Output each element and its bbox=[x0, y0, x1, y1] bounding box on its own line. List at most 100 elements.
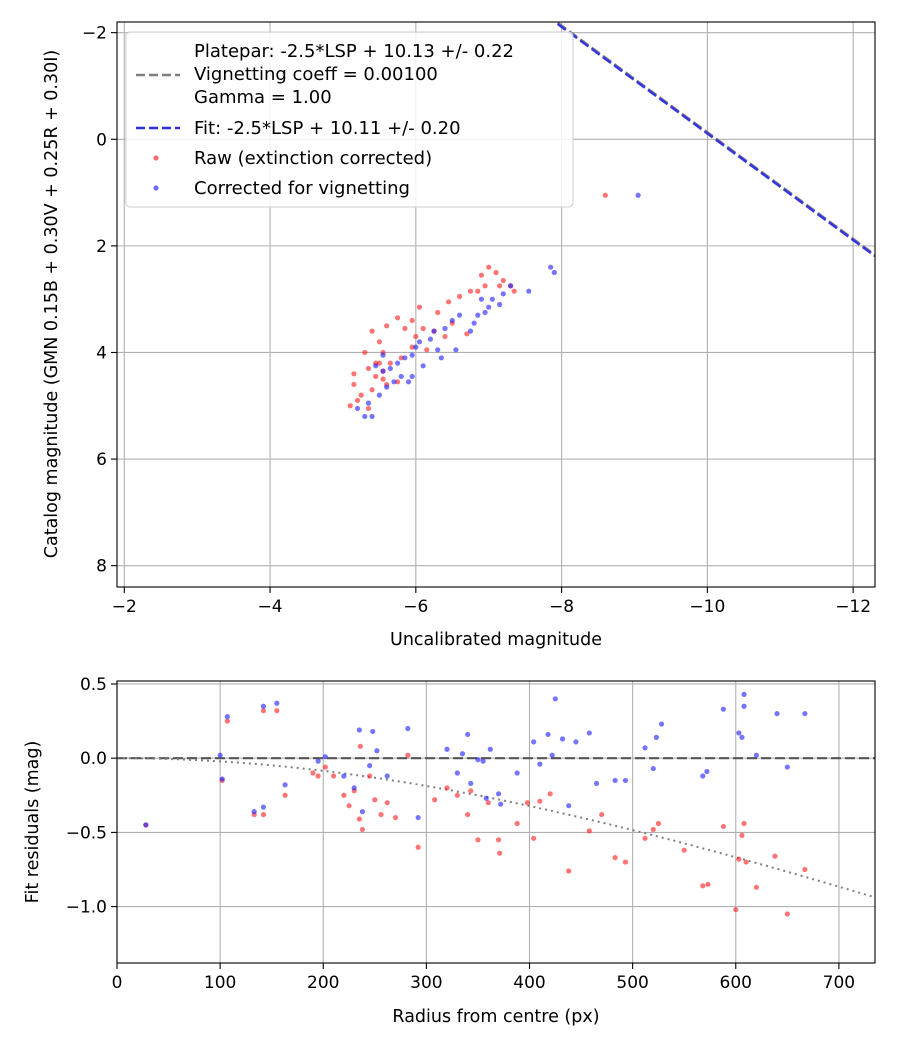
top-point-series-0 bbox=[369, 387, 375, 393]
bottom-point-series-1 bbox=[495, 791, 502, 797]
top-point-series-1 bbox=[384, 384, 390, 390]
top-plot-frame bbox=[116, 21, 876, 588]
top-point-series-0 bbox=[467, 288, 474, 294]
bottom-point-series-0 bbox=[378, 811, 384, 818]
bottom-point-series-0 bbox=[741, 820, 747, 827]
bottom-point-series-1 bbox=[498, 801, 504, 807]
top-point-series-0 bbox=[402, 325, 408, 332]
bottom-plot-frame bbox=[116, 680, 876, 964]
bottom-point-series-1 bbox=[282, 782, 288, 788]
bottom-y-tick-label: 0.5 bbox=[80, 675, 107, 695]
bottom-point-series-0 bbox=[586, 828, 592, 834]
top-y-tick-label: 4 bbox=[96, 343, 107, 363]
bottom-point-series-1 bbox=[274, 700, 280, 706]
top-legend: Platepar: -2.5*LSP + 10.13 +/- 0.22 Vign… bbox=[125, 31, 574, 208]
top-point-series-0 bbox=[351, 371, 357, 377]
top-point-series-0 bbox=[409, 317, 415, 324]
top-point-series-0 bbox=[493, 269, 499, 276]
bottom-point-series-0 bbox=[392, 814, 399, 821]
top-y-tick-label: −2 bbox=[82, 24, 107, 44]
top-point-series-0 bbox=[486, 264, 492, 270]
bottom-point-series-1 bbox=[653, 734, 659, 741]
bottom-point-series-1 bbox=[459, 751, 466, 757]
top-point-series-1 bbox=[471, 320, 477, 326]
bottom-x-tick-label: 600 bbox=[720, 973, 752, 993]
top-point-series-0 bbox=[369, 328, 375, 334]
bottom-point-series-0 bbox=[743, 859, 749, 865]
bottom-point-series-0 bbox=[330, 773, 337, 779]
bottom-point-series-1 bbox=[700, 773, 706, 779]
top-point-series-0 bbox=[380, 376, 386, 382]
bottom-point-series-1 bbox=[566, 803, 572, 809]
bottom-point-series-0 bbox=[514, 820, 520, 827]
top-point-series-1 bbox=[500, 291, 506, 297]
bottom-point-series-1 bbox=[586, 730, 592, 736]
bottom-point-series-0 bbox=[485, 800, 491, 806]
bottom-point-series-0 bbox=[622, 859, 629, 865]
bottom-point-series-1 bbox=[356, 727, 362, 733]
bottom-point-series-1 bbox=[552, 696, 558, 702]
bottom-point-series-1 bbox=[322, 754, 328, 760]
top-point-series-1 bbox=[409, 373, 415, 380]
bottom-point-series-1 bbox=[573, 739, 579, 745]
top-point-series-0 bbox=[456, 293, 463, 300]
bottom-point-series-1 bbox=[741, 703, 747, 709]
bottom-point-series-0 bbox=[739, 832, 745, 838]
top-y-axis-label: Catalog magnitude (GMN 0.15B + 0.30V + 0… bbox=[42, 50, 62, 558]
bottom-point-series-0 bbox=[282, 792, 288, 798]
bottom-point-series-0 bbox=[524, 800, 531, 806]
bottom-point-series-1 bbox=[531, 739, 537, 745]
top-point-series-1 bbox=[395, 360, 401, 366]
top-point-series-1 bbox=[391, 379, 397, 385]
top-point-series-0 bbox=[500, 277, 506, 284]
top-point-series-1 bbox=[475, 312, 481, 318]
bottom-lines bbox=[117, 757, 875, 899]
bottom-point-series-1 bbox=[622, 777, 629, 784]
top-point-series-1 bbox=[362, 413, 368, 420]
bottom-point-series-1 bbox=[217, 752, 223, 758]
bottom-point-series-1 bbox=[612, 777, 618, 784]
top-point-series-1 bbox=[438, 355, 444, 361]
bottom-point-series-1 bbox=[774, 711, 780, 717]
bottom-point-series-0 bbox=[322, 764, 328, 770]
top-point-series-1 bbox=[507, 283, 514, 289]
bottom-point-series-1 bbox=[545, 731, 551, 738]
top-y-ticks: −2 0 2 4 6 8 bbox=[82, 24, 117, 577]
bottom-point-series-1 bbox=[219, 776, 225, 782]
bottom-point-series-1 bbox=[260, 804, 267, 810]
bottom-point-series-0 bbox=[700, 883, 706, 889]
bottom-point-series-0 bbox=[415, 844, 421, 850]
bottom-point-series-1 bbox=[351, 785, 357, 791]
top-point-series-1 bbox=[435, 347, 441, 353]
bottom-x-ticks: 0 100 200 300 400 500 600 700 bbox=[112, 963, 855, 993]
bottom-point-series-1 bbox=[658, 721, 665, 727]
bottom-point-series-0 bbox=[341, 792, 347, 798]
bottom-point-series-0 bbox=[357, 743, 363, 749]
top-point-series-0 bbox=[409, 344, 415, 350]
bottom-point-series-1 bbox=[784, 764, 790, 770]
top-x-tick-label: −12 bbox=[835, 597, 871, 617]
bottom-point-series-0 bbox=[531, 835, 537, 841]
top-point-series-0 bbox=[347, 403, 353, 409]
top-point-series-0 bbox=[482, 283, 488, 289]
bottom-point-series-1 bbox=[475, 757, 481, 763]
bottom-point-series-1 bbox=[642, 745, 648, 751]
bottom-point-series-1 bbox=[650, 765, 656, 772]
top-point-series-0 bbox=[475, 288, 481, 294]
top-point-series-0 bbox=[376, 360, 382, 366]
top-y-tick-label: 6 bbox=[96, 450, 107, 470]
top-point-series-1 bbox=[489, 296, 495, 302]
bottom-point-series-1 bbox=[224, 714, 230, 720]
top-y-tick-label: 0 bbox=[96, 130, 107, 150]
top-point-series-1 bbox=[467, 328, 474, 334]
top-point-series-1 bbox=[380, 368, 386, 374]
legend-box bbox=[125, 31, 574, 208]
bottom-point-series-1 bbox=[549, 752, 555, 758]
top-point-series-1 bbox=[373, 363, 379, 369]
legend-platepar-line-2: Vignetting coeff = 0.00100 bbox=[194, 64, 438, 85]
bottom-y-tick-label: −0.5 bbox=[66, 823, 107, 843]
legend-raw-marker bbox=[153, 155, 159, 161]
top-point-series-0 bbox=[416, 304, 423, 310]
top-point-series-0 bbox=[354, 397, 361, 404]
legend-platepar-line-3: Gamma = 1.00 bbox=[194, 87, 332, 108]
